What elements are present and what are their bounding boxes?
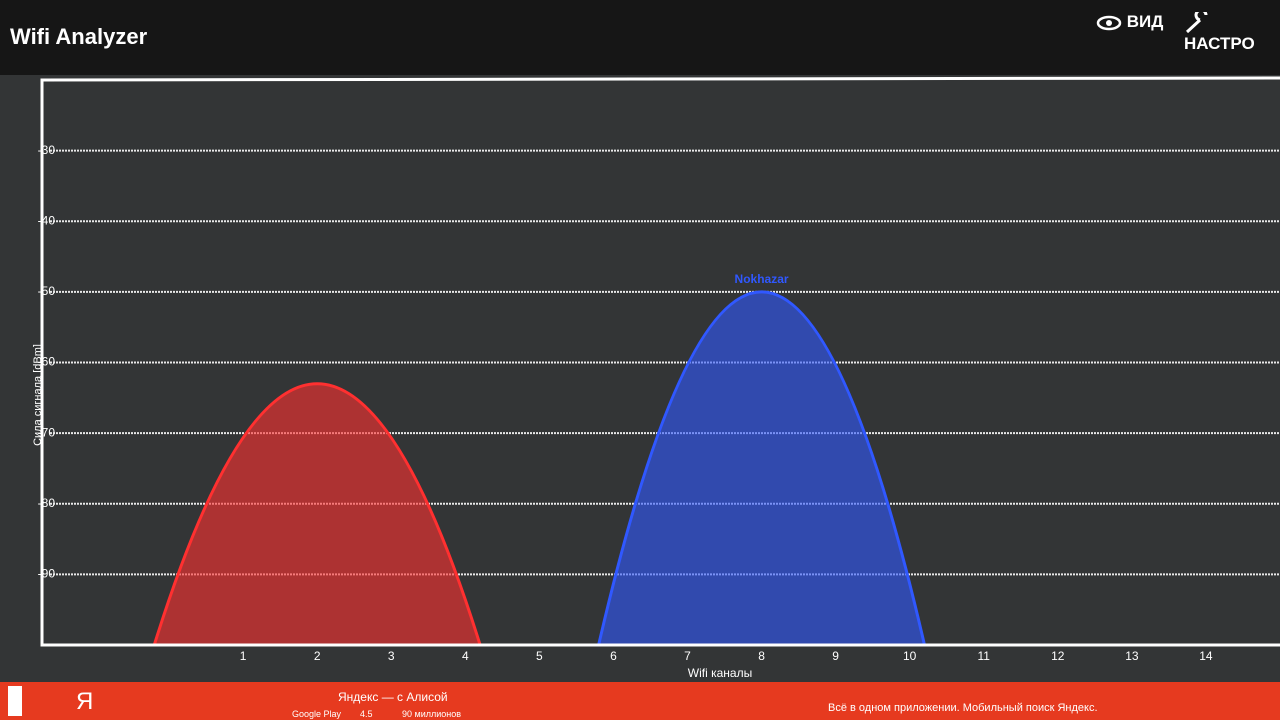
x-tick-label: 7 (684, 649, 691, 663)
y-tick-label: -90 (38, 567, 56, 581)
ad-banner[interactable]: Я Яндекс — с Алисой Google Play 4.5 90 м… (0, 682, 1280, 720)
y-tick-label: -30 (38, 143, 56, 157)
x-axis-label: Wifi каналы (688, 666, 752, 680)
y-tick-label: -70 (38, 425, 56, 439)
network-ssid: Nokhazar (735, 272, 789, 286)
network-curve (152, 382, 482, 646)
app-bar: Wifi Analyzer ВИД НАСТРО (0, 0, 1280, 75)
ad-store: Google Play (292, 709, 342, 719)
ad-marker (8, 686, 22, 716)
x-tick-label: 12 (1051, 649, 1065, 663)
y-tick-label: -60 (38, 355, 56, 369)
y-tick-label: -80 (38, 496, 56, 510)
settings-button[interactable]: НАСТРО (1184, 8, 1280, 54)
settings-label: НАСТРО (1184, 34, 1255, 53)
x-tick-label: 11 (978, 649, 991, 663)
network-curve (597, 290, 926, 646)
view-label: ВИД (1126, 12, 1164, 31)
x-tick-label: 1 (240, 649, 247, 663)
x-tick-label: 4 (462, 649, 469, 663)
y-tick-label: -40 (38, 213, 56, 227)
y-tick-label: -50 (38, 284, 56, 298)
x-tick-label: 8 (758, 649, 765, 663)
plot-frame (40, 76, 1280, 647)
x-tick-label: 9 (832, 649, 839, 663)
ad-app: Яндекс — с Алисой (338, 690, 448, 704)
x-tick-label: 13 (1125, 649, 1139, 663)
app-title: Wifi Analyzer (10, 24, 148, 49)
x-tick-label: 6 (610, 649, 617, 663)
x-tick-label: 14 (1199, 649, 1213, 663)
x-tick-label: 3 (388, 649, 395, 663)
ad-tagline: Всё в одном приложении. Мобильный поиск … (828, 702, 1098, 714)
x-tick-label: 5 (536, 649, 543, 663)
chart: Сила сигнала [dBm] Wifi каналы -30-40-50… (0, 75, 1280, 682)
ad-installs: 90 миллионов (402, 709, 462, 719)
ad-logo: Я (76, 688, 94, 715)
view-button[interactable]: ВИД (1096, 12, 1163, 33)
ad-rating: 4.5 (360, 709, 373, 719)
eye-icon (1096, 15, 1122, 30)
x-tick-label: 10 (903, 649, 917, 663)
wrench-icon (1185, 8, 1208, 34)
x-tick-label: 2 (314, 649, 321, 663)
